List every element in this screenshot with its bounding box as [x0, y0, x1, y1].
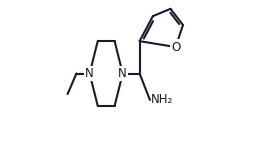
Text: N: N: [85, 67, 94, 80]
Text: O: O: [171, 41, 180, 54]
Text: N: N: [118, 67, 127, 80]
Text: NH₂: NH₂: [151, 93, 173, 106]
